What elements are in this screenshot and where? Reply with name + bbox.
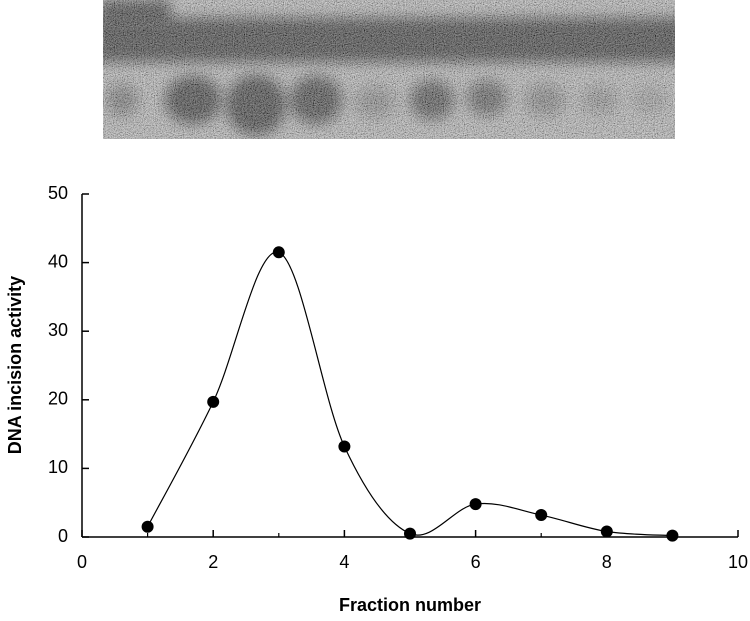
data-point bbox=[666, 529, 679, 542]
data-point bbox=[207, 395, 220, 408]
x-axis-label: Fraction number bbox=[339, 595, 481, 615]
data-point bbox=[469, 498, 482, 511]
y-tick-label: 40 bbox=[48, 251, 68, 271]
y-tick-label: 30 bbox=[48, 320, 68, 340]
y-tick-label: 0 bbox=[58, 526, 68, 546]
x-tick-label: 4 bbox=[339, 552, 349, 572]
y-tick-label: 20 bbox=[48, 389, 68, 409]
x-tick-label: 6 bbox=[471, 552, 481, 572]
data-point bbox=[272, 246, 285, 259]
y-tick-label: 50 bbox=[48, 183, 68, 203]
fit-curve bbox=[147, 251, 673, 537]
data-point bbox=[338, 440, 351, 453]
x-tick-label: 0 bbox=[77, 552, 87, 572]
data-point bbox=[600, 525, 613, 538]
x-tick-label: 2 bbox=[208, 552, 218, 572]
x-tick-label: 8 bbox=[602, 552, 612, 572]
y-tick-label: 10 bbox=[48, 457, 68, 477]
x-tick-label: 10 bbox=[728, 552, 748, 572]
gel-image bbox=[103, 0, 675, 139]
y-axis-label: DNA incision activity bbox=[5, 276, 25, 454]
data-point bbox=[141, 520, 154, 533]
data-point bbox=[404, 527, 416, 540]
data-point bbox=[535, 509, 548, 522]
